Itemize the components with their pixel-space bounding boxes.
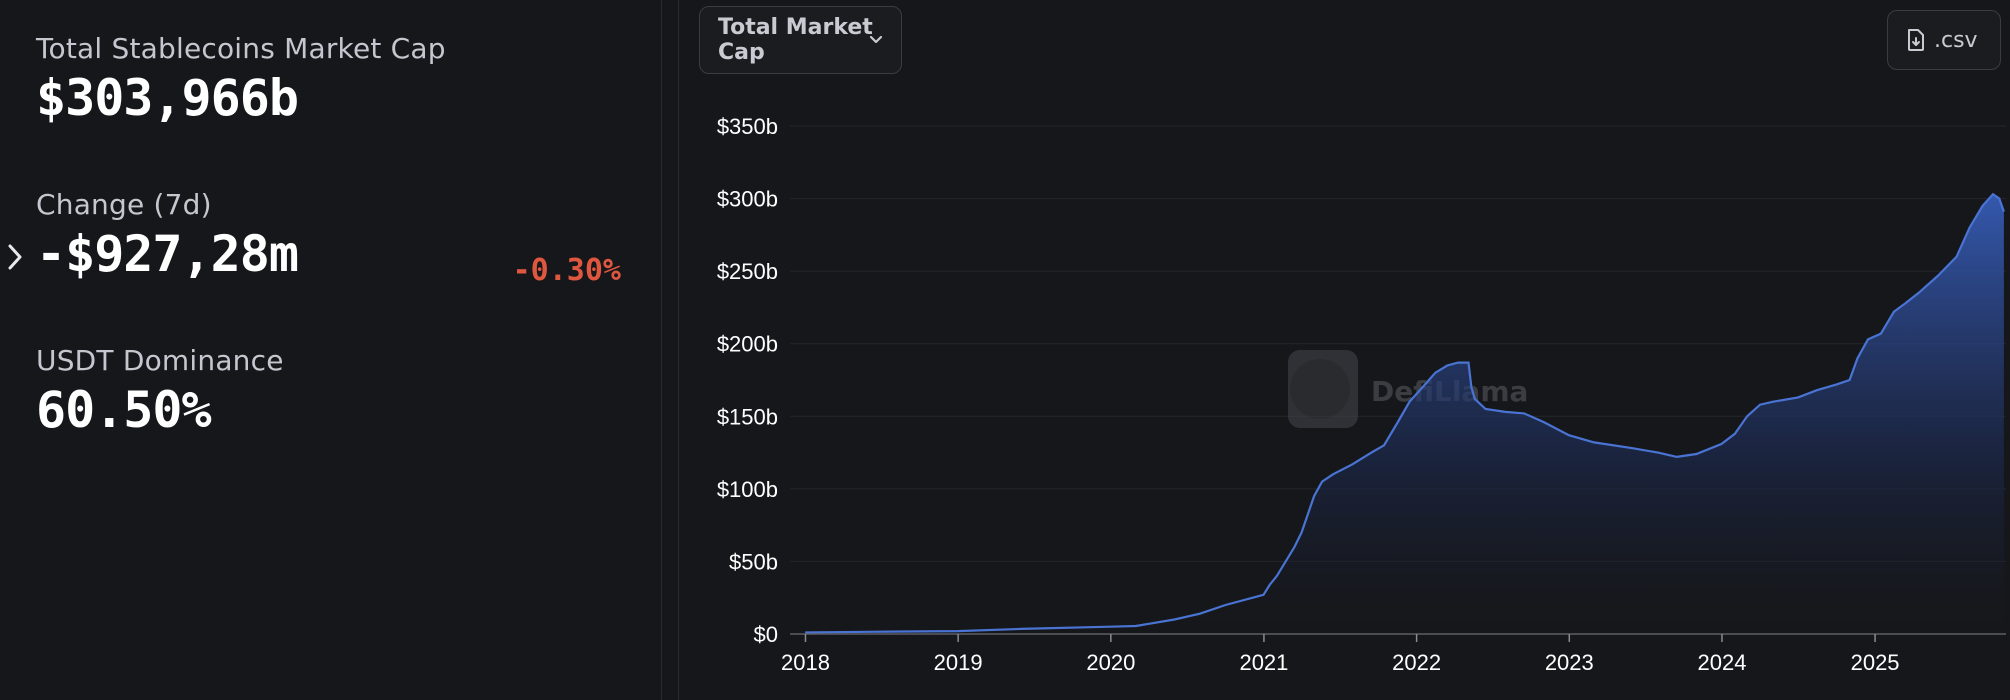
change-7d-label: Change (7d) xyxy=(36,188,212,221)
metric-dropdown-label: Total Market Cap xyxy=(718,15,873,65)
change-7d-percent: -0.30% xyxy=(512,253,621,288)
total-market-cap-label: Total Stablecoins Market Cap xyxy=(36,32,446,65)
usdt-dominance-label: USDT Dominance xyxy=(36,344,284,377)
metric-dropdown[interactable]: Total Market Cap xyxy=(699,6,902,74)
change-7d-value: -$927,28m xyxy=(36,225,299,283)
csv-button-label: .csv xyxy=(1934,27,1978,53)
total-market-cap-value: $303,966b xyxy=(36,69,299,127)
csv-download-button[interactable]: .csv xyxy=(1887,10,2001,70)
usdt-dominance-stat: USDT Dominance 60.50% xyxy=(36,344,284,439)
chart-panel: Total Market Cap .csv xyxy=(678,0,2010,700)
chevron-down-icon xyxy=(869,35,883,44)
file-download-icon xyxy=(1908,29,1924,51)
change-7d-stat: Change (7d) -$927,28m xyxy=(36,188,299,283)
total-market-cap-stat: Total Stablecoins Market Cap $303,966b xyxy=(36,32,446,127)
usdt-dominance-value: 60.50% xyxy=(36,381,212,439)
stats-panel: Total Stablecoins Market Cap $303,966b C… xyxy=(0,0,662,700)
chevron-right-icon[interactable] xyxy=(4,242,28,272)
